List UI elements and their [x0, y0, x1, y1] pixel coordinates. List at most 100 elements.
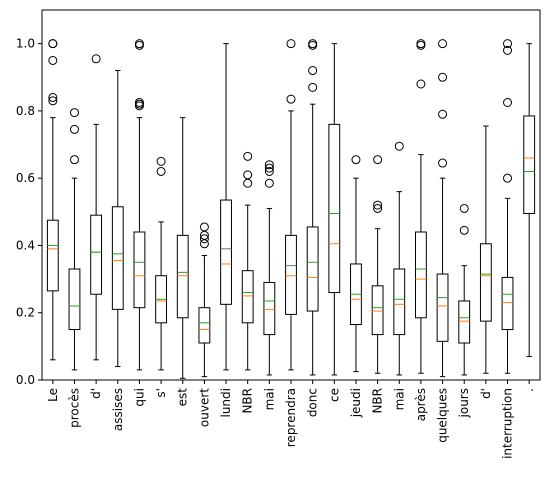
iqr-box	[90, 214, 103, 295]
x-tick-label: d'	[479, 388, 493, 399]
outlier-point	[264, 160, 274, 170]
box-group	[68, 108, 81, 371]
box-group	[263, 160, 276, 376]
outlier-point	[286, 94, 296, 104]
box-group	[328, 43, 341, 376]
outlier-point	[199, 234, 209, 244]
box-group	[393, 141, 406, 376]
x-tick-label: jours	[457, 388, 471, 418]
x-tick-label: mai	[262, 388, 276, 410]
iqr-box	[46, 219, 59, 292]
x-tick-label: s'	[154, 388, 168, 398]
x-tick-label: quelques	[436, 388, 450, 443]
outlier-point	[69, 108, 79, 118]
iqr-box	[501, 276, 514, 331]
outlier-point	[373, 203, 383, 213]
outlier-point	[503, 173, 513, 183]
outlier-point	[264, 178, 274, 188]
outlier-point	[48, 55, 58, 65]
outlier-point	[48, 96, 58, 106]
box-group	[523, 43, 536, 357]
outlier-point	[243, 170, 253, 180]
box-group	[415, 39, 427, 374]
box-group	[241, 151, 254, 371]
outlier-point	[308, 66, 318, 76]
iqr-box	[458, 300, 471, 344]
iqr-box	[306, 226, 319, 312]
outlier-point	[91, 54, 101, 64]
x-axis: Le procès d' assises qui s' est ouvert lundi NBR m…	[46, 380, 536, 459]
iqr-box	[371, 285, 384, 336]
iqr-box	[436, 273, 449, 342]
outlier-point	[156, 156, 166, 166]
box-group	[133, 39, 146, 371]
outlier-point	[134, 39, 144, 49]
box-group	[46, 39, 59, 361]
box-group	[285, 39, 297, 371]
y-tick-label: 0.4	[16, 238, 35, 252]
y-tick-label: 0.8	[16, 104, 35, 118]
outlier-point	[438, 109, 448, 119]
box-group	[155, 156, 168, 371]
x-tick-label: interruption	[501, 388, 515, 459]
iqr-box	[176, 234, 189, 319]
box-group	[111, 70, 124, 368]
iqr-box	[328, 123, 341, 294]
outlier-point	[503, 45, 513, 55]
y-tick-label: 0.0	[16, 373, 35, 387]
x-tick-label: qui	[132, 388, 146, 407]
outlier-point	[459, 203, 469, 213]
box-group	[458, 203, 471, 376]
outlier-point	[134, 98, 144, 107]
outlier-point	[156, 166, 166, 176]
outlier-point	[503, 39, 513, 49]
x-tick-label: NBR	[371, 388, 385, 414]
iqr-box	[198, 307, 211, 344]
outlier-point	[351, 155, 361, 165]
plot-area	[46, 39, 536, 379]
iqr-box	[523, 115, 536, 214]
outlier-point	[373, 155, 383, 165]
outlier-point	[264, 166, 274, 176]
x-tick-label: est	[176, 388, 190, 407]
outlier-point	[286, 39, 296, 49]
box-group	[176, 117, 189, 379]
x-tick-label: jeudi	[349, 388, 363, 418]
x-tick-label: assises	[111, 388, 125, 431]
box-group	[371, 155, 384, 374]
iqr-box	[68, 268, 81, 331]
iqr-box	[479, 243, 492, 322]
iqr-box	[393, 268, 406, 336]
x-tick-label: après	[414, 388, 428, 421]
outlier-point	[416, 79, 426, 89]
box-group	[220, 43, 232, 371]
box-group	[198, 222, 211, 378]
outlier-point	[438, 39, 448, 49]
x-tick-label: reprendra	[284, 388, 298, 447]
y-tick-label: 0.6	[16, 171, 35, 185]
box-group	[306, 39, 319, 376]
x-tick-label: .	[522, 388, 536, 392]
iqr-box	[220, 199, 232, 305]
outlier-point	[69, 124, 79, 134]
outlier-point	[373, 200, 383, 210]
outlier-point	[438, 72, 448, 82]
iqr-box	[263, 281, 276, 336]
outlier-point	[199, 222, 209, 232]
outlier-point	[48, 39, 58, 49]
outlier-point	[438, 158, 448, 168]
outlier-point	[264, 163, 274, 173]
iqr-box	[415, 231, 427, 319]
y-axis: 0.0 0.2 0.4 0.6 0.8 1.0	[16, 37, 42, 387]
x-tick-label: mai	[392, 388, 406, 410]
x-tick-label: Le	[46, 388, 60, 402]
box-group	[501, 39, 514, 374]
x-tick-label: NBR	[241, 388, 255, 414]
iqr-box	[285, 234, 297, 315]
box-group	[350, 155, 362, 373]
outlier-point	[416, 39, 426, 49]
outlier-point	[308, 39, 318, 49]
x-tick-label: ce	[327, 388, 341, 402]
outlier-point	[243, 151, 253, 161]
